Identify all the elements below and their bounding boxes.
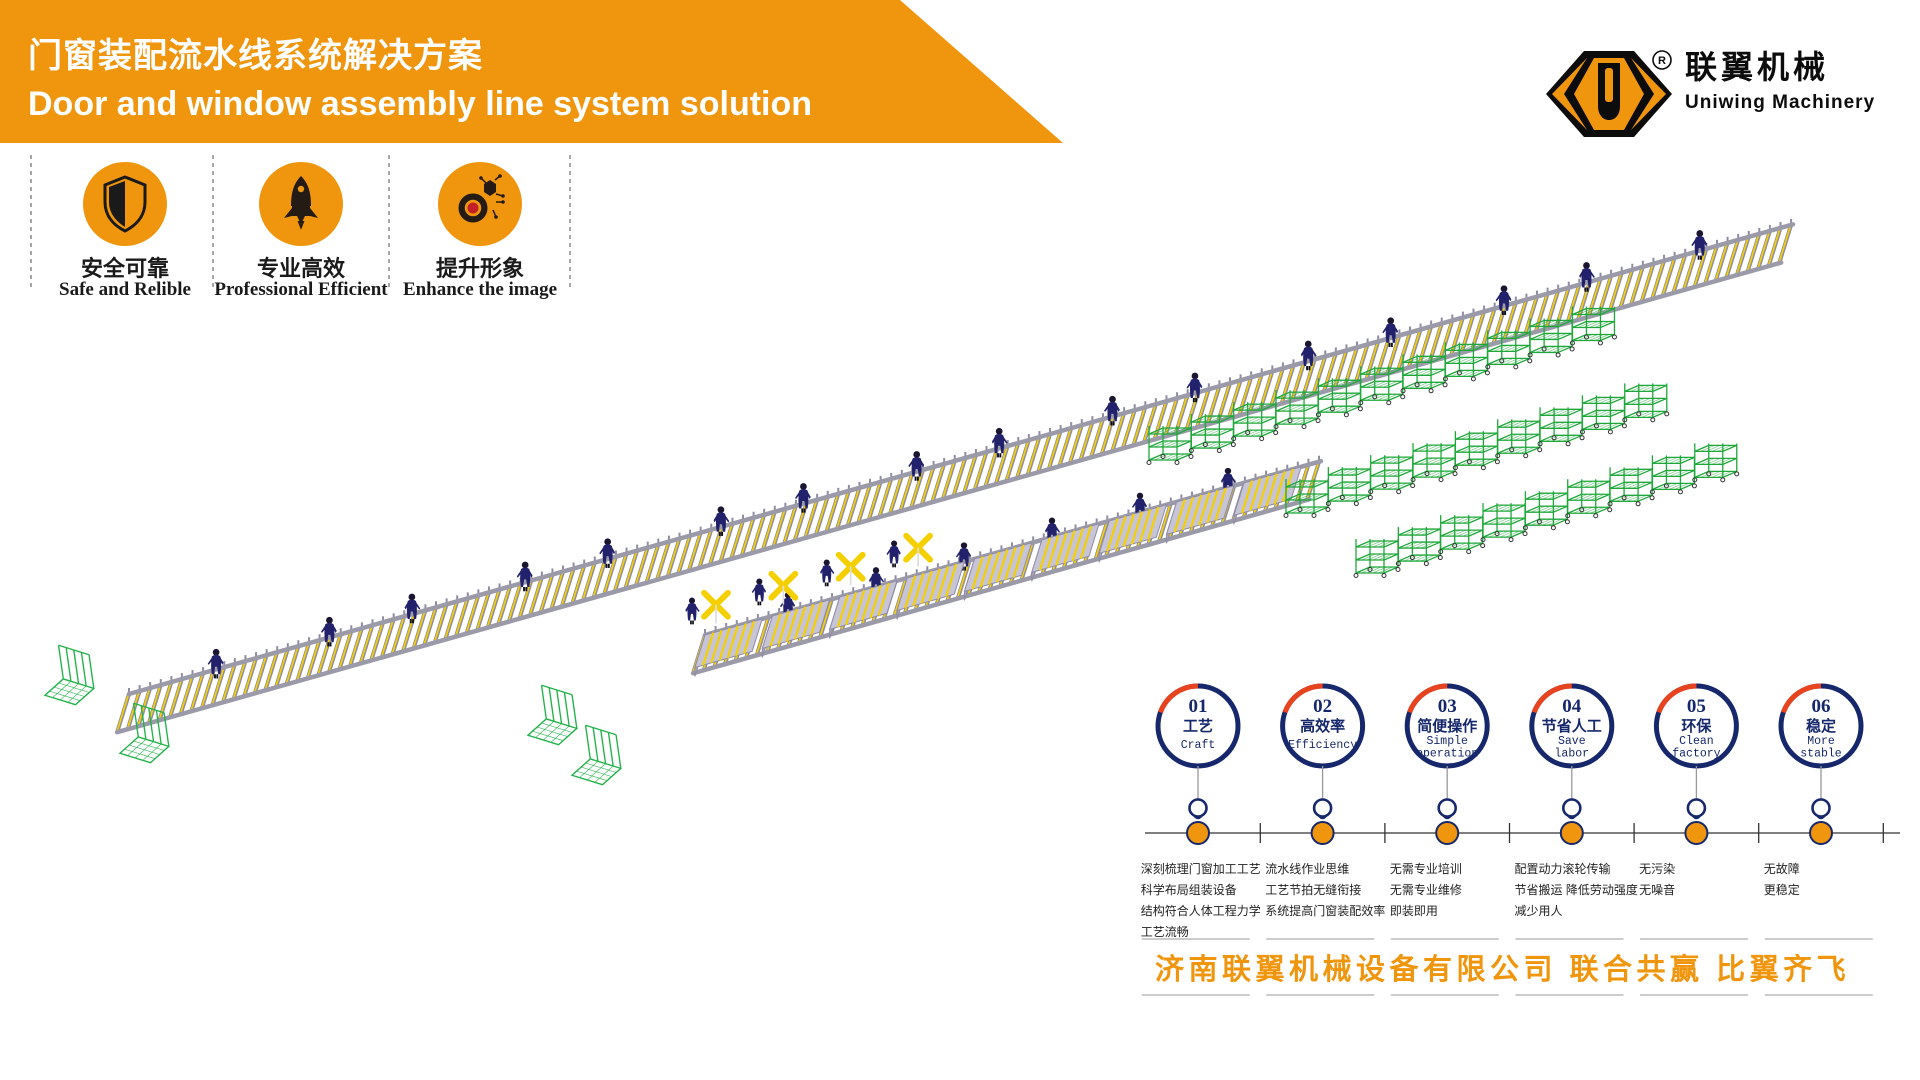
svg-text:06: 06 [1812,696,1831,717]
svg-text:Clean: Clean [1679,735,1714,748]
svg-text:05: 05 [1687,696,1706,717]
svg-text:即装即用: 即装即用 [1390,904,1438,918]
svg-text:深刻梳理门窗加工工艺: 深刻梳理门窗加工工艺 [1141,861,1261,876]
svg-text:工艺流畅: 工艺流畅 [1141,925,1189,939]
svg-text:济南联翼机械设备有限公司 联合共赢 比翼齐飞: 济南联翼机械设备有限公司 联合共赢 比翼齐飞 [1155,952,1850,986]
svg-text:labor: labor [1555,748,1590,761]
svg-text:01: 01 [1189,696,1208,717]
svg-text:Simple: Simple [1426,735,1468,748]
svg-text:更稳定: 更稳定 [1764,882,1800,897]
svg-text:减少用人: 减少用人 [1515,904,1563,918]
svg-text:factory: factory [1672,748,1720,761]
svg-text:02: 02 [1313,696,1332,717]
svg-text:高效率: 高效率 [1300,717,1345,735]
svg-text:结构符合人体工程力学: 结构符合人体工程力学 [1141,903,1261,918]
svg-text:工艺: 工艺 [1183,718,1213,735]
svg-text:04: 04 [1562,696,1582,717]
svg-text:无故障: 无故障 [1764,861,1800,876]
svg-text:环保: 环保 [1681,717,1712,735]
svg-text:简便操作: 简便操作 [1417,717,1477,735]
svg-text:stable: stable [1800,748,1842,761]
svg-text:科学布局组装设备: 科学布局组装设备 [1141,882,1237,897]
svg-text:无污染: 无污染 [1639,861,1675,876]
svg-text:系统提高门窗装配效率: 系统提高门窗装配效率 [1265,903,1385,918]
svg-text:稳定: 稳定 [1806,717,1836,735]
svg-text:无需专业维修: 无需专业维修 [1390,882,1462,897]
svg-text:节省搬运 降低劳动强度: 节省搬运 降低劳动强度 [1515,882,1638,897]
svg-text:Efficiency: Efficiency [1288,739,1357,752]
svg-text:节省人工: 节省人工 [1542,717,1602,735]
svg-text:03: 03 [1438,696,1457,717]
svg-text:Craft: Craft [1181,739,1216,752]
svg-text:无需专业培训: 无需专业培训 [1390,861,1462,876]
svg-text:Save: Save [1558,735,1586,748]
svg-text:operation: operation [1416,748,1478,761]
svg-text:配置动力滚轮传输: 配置动力滚轮传输 [1515,861,1611,876]
svg-text:工艺节拍无缝衔接: 工艺节拍无缝衔接 [1265,882,1361,897]
svg-text:More: More [1807,735,1835,748]
svg-text:无噪音: 无噪音 [1639,882,1675,897]
svg-text:流水线作业思维: 流水线作业思维 [1265,862,1349,876]
